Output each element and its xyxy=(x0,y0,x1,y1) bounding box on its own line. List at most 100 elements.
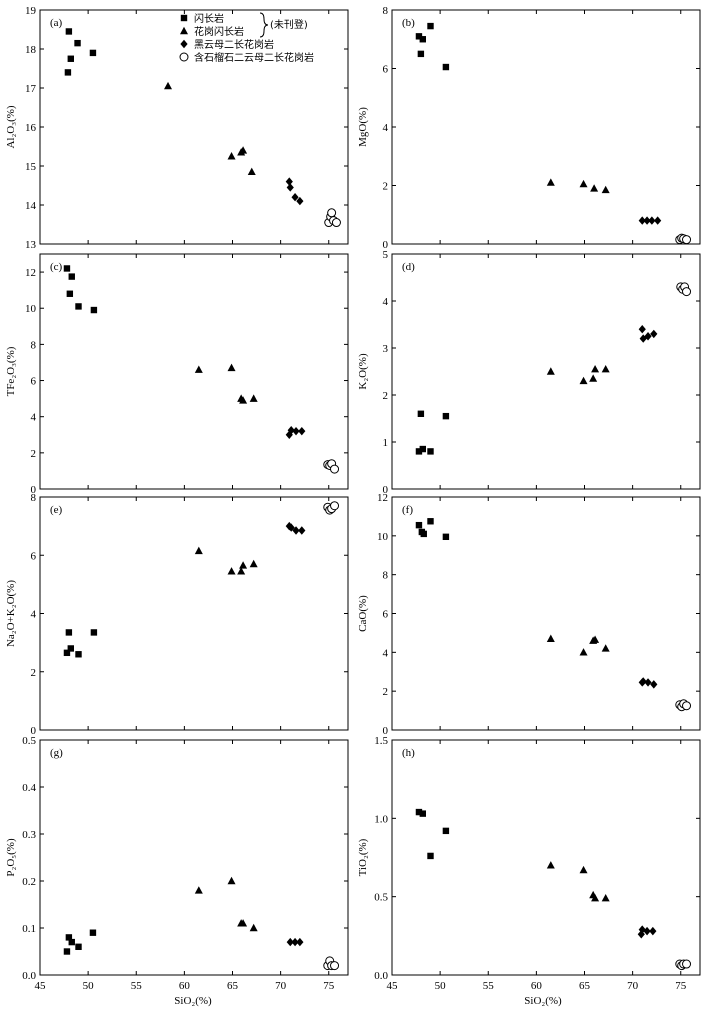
x-tick-label: 50 xyxy=(435,980,447,992)
biotite_granite-point xyxy=(285,177,293,186)
y-axis-title: Na₂O+K₂O(%) xyxy=(5,580,17,647)
panel-label: (c) xyxy=(50,261,63,273)
plot-frame xyxy=(391,496,701,731)
granodiorite-point xyxy=(589,374,598,382)
granodiorite-point xyxy=(237,567,246,575)
panel-g: 0.0 0.1 0.2 0.3 0.4 0.5 45 50 55 60 65 70 75 (g) P₂O₅(… xyxy=(5,735,349,992)
x-tick-label: 65 xyxy=(579,980,591,992)
diorite-point xyxy=(63,649,71,657)
granodiorite-point xyxy=(591,364,600,373)
biotite_granite-point xyxy=(296,937,304,947)
x-tick-label: 45 xyxy=(387,980,399,992)
y-tick-label: 6 xyxy=(383,64,389,76)
biotite_granite-point xyxy=(291,193,299,202)
diorite-point xyxy=(415,808,423,816)
granodiorite-point xyxy=(239,396,248,404)
y-tick-label: 0 xyxy=(31,484,37,496)
legend-label-garnet_granite: 含石榴石二云母二长花岗岩 xyxy=(194,51,314,64)
x-tick-label: 50 xyxy=(83,980,95,992)
granodiorite-point xyxy=(249,559,258,568)
series-diorite xyxy=(415,410,450,455)
diorite-point xyxy=(67,55,74,62)
y-axis-title: Al₂O₃(%) xyxy=(5,105,17,148)
garnet_granite-point xyxy=(682,235,692,245)
granodiorite-point xyxy=(227,363,236,372)
biotite_granite-point xyxy=(654,216,662,225)
panel-label: (g) xyxy=(50,747,63,759)
x-axis-title-left: SiO₂(%) xyxy=(174,995,212,1007)
diorite-point xyxy=(427,518,434,525)
series-garnet_granite xyxy=(675,233,692,245)
y-tick-label: 0 xyxy=(383,239,389,251)
garnet_granite-point xyxy=(330,501,340,511)
y-tick-label: 0 xyxy=(31,725,37,737)
biotite_granite-point xyxy=(286,183,294,192)
series-biotite_granite xyxy=(285,426,306,439)
diorite-point xyxy=(68,938,75,946)
diorite-point xyxy=(68,273,75,280)
granodiorite-point xyxy=(249,394,258,402)
granodiorite-point xyxy=(590,184,599,192)
garnet_granite-point xyxy=(327,208,337,218)
y-axis-title: MgO(%) xyxy=(357,107,369,147)
panel-f: 0 2 4 6 8 10 12 (f) CaO(%) xyxy=(357,492,701,737)
plot-frame xyxy=(391,253,701,490)
legend-marker-biotite_granite xyxy=(180,39,188,49)
y-tick-label: 0.0 xyxy=(374,970,388,982)
granodiorite-point xyxy=(579,865,588,874)
diorite-point xyxy=(420,530,427,538)
plot-frame xyxy=(391,739,701,976)
garnet_granite-point xyxy=(682,287,692,297)
diorite-point xyxy=(427,852,434,860)
panel-d: 0 1 2 3 4 5 (d) K₂O(%) xyxy=(357,249,701,496)
series-diorite xyxy=(64,28,97,76)
granodiorite-point xyxy=(239,146,248,154)
series-granodiorite xyxy=(546,178,610,194)
y-tick-label: 0.0 xyxy=(22,970,36,982)
x-tick-label: 70 xyxy=(627,980,639,992)
series-biotite_granite xyxy=(286,937,304,947)
y-tick-label: 12 xyxy=(377,492,388,504)
biotite_granite-point xyxy=(644,332,652,341)
y-tick-label: 0.5 xyxy=(374,892,388,904)
diorite-point xyxy=(65,28,73,35)
y-tick-label: 8 xyxy=(383,5,389,17)
biotite_granite-point xyxy=(287,426,295,435)
biotite_granite-point xyxy=(292,526,300,535)
series-diorite xyxy=(415,518,450,541)
y-tick-label: 8 xyxy=(31,339,37,351)
granodiorite-point xyxy=(546,367,555,375)
diorite-point xyxy=(415,521,423,529)
y-axis-title: TiO₂(%) xyxy=(357,838,369,876)
series-garnet_granite xyxy=(323,459,340,474)
granodiorite-point xyxy=(601,894,610,902)
garnet_granite-point xyxy=(682,959,692,969)
diorite-point xyxy=(63,265,71,272)
diorite-point xyxy=(74,39,81,47)
series-diorite xyxy=(63,265,98,314)
granodiorite-point xyxy=(601,185,610,194)
diorite-point xyxy=(442,533,450,541)
series-biotite_granite xyxy=(637,925,657,939)
panel-a: 13 14 15 16 17 18 19 (a) Al₂O₃(%) xyxy=(5,5,349,251)
y-tick-label: 6 xyxy=(383,609,389,621)
panel-h: 0.0 0.5 1.0 1.5 45 50 55 60 65 70 75 (h) TiO₂(%) xyxy=(357,735,701,992)
y-axis-title: K₂O(%) xyxy=(357,353,369,390)
y-tick-label: 1.5 xyxy=(374,735,388,747)
y-tick-label: 12 xyxy=(25,267,36,279)
y-tick-label: 4 xyxy=(31,609,37,621)
granodiorite-point xyxy=(591,635,600,643)
biotite_granite-point xyxy=(285,430,293,439)
diorite-point xyxy=(66,290,74,297)
diorite-point xyxy=(442,412,450,420)
y-tick-label: 2 xyxy=(31,667,37,679)
y-tick-label: 0.4 xyxy=(22,782,36,794)
granodiorite-point xyxy=(546,178,555,186)
y-tick-label: 4 xyxy=(383,122,389,134)
y-tick-label: 10 xyxy=(377,531,389,543)
biotite_granite-point xyxy=(650,680,658,689)
series-biotite_granite xyxy=(285,521,306,535)
y-tick-label: 19 xyxy=(25,5,37,17)
series-garnet_granite xyxy=(323,501,340,515)
series-diorite xyxy=(63,629,98,658)
